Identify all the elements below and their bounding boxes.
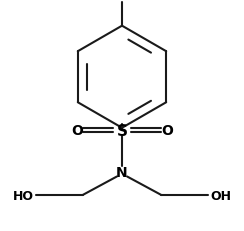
- Text: N: N: [116, 165, 128, 179]
- Text: O: O: [161, 124, 173, 137]
- Text: O: O: [71, 124, 83, 137]
- Text: HO: HO: [13, 189, 34, 202]
- Text: OH: OH: [210, 189, 231, 202]
- Text: S: S: [116, 123, 128, 138]
